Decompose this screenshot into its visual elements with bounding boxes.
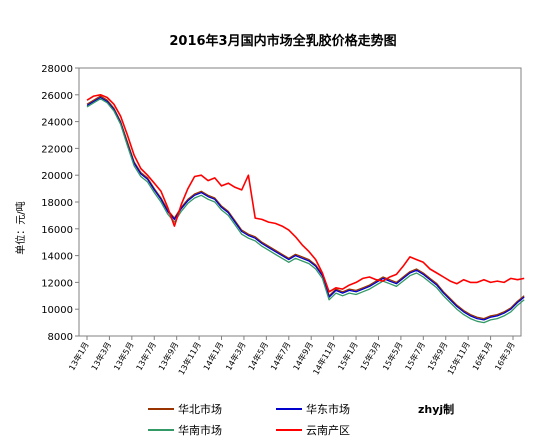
series-lines xyxy=(86,94,525,324)
x-tick-label: 16年3月 xyxy=(492,340,516,372)
x-tick-label: 13年7月 xyxy=(134,340,158,372)
y-tick-label: 16000 xyxy=(41,225,73,236)
legend-label-3: 云南产区 xyxy=(306,423,350,437)
credit-label: zhyj制 xyxy=(418,402,454,416)
x-tick-label: 13年1月 xyxy=(66,340,90,372)
y-tick-label: 22000 xyxy=(41,144,73,155)
series-line-3 xyxy=(86,94,525,293)
x-tick-label: 14年5月 xyxy=(246,340,270,372)
x-tick-label: 13年3月 xyxy=(89,340,113,372)
y-tick-label: 28000 xyxy=(41,64,73,75)
series-line-2 xyxy=(86,98,525,324)
x-tick-label: 15年3月 xyxy=(358,340,382,372)
chart-title: 2016年3月国内市场全乳胶价格走势图 xyxy=(169,33,396,49)
legend-label-2: 华南市场 xyxy=(178,423,222,437)
x-tick-label: 15年1月 xyxy=(335,340,359,372)
y-tick-label: 20000 xyxy=(41,171,73,182)
y-tick-label: 10000 xyxy=(41,305,73,316)
y-tick-label: 14000 xyxy=(41,252,73,263)
series-line-1 xyxy=(86,96,525,321)
y-tick-label: 18000 xyxy=(41,198,73,209)
y-axis-label: 单位：元/吨 xyxy=(14,201,27,254)
x-axis: 13年1月13年3月13年5月13年7月13年9月13年11月14年1月14年3… xyxy=(66,336,517,376)
x-tick-label: 14年9月 xyxy=(291,340,315,372)
x-tick-label: 14年7月 xyxy=(268,340,292,372)
y-tick-label: 26000 xyxy=(41,91,73,102)
y-tick-label: 8000 xyxy=(48,332,73,343)
y-tick-label: 12000 xyxy=(41,278,73,289)
plot-area-border xyxy=(78,67,522,337)
y-tick-label: 24000 xyxy=(41,118,73,129)
legend-label-0: 华北市场 xyxy=(178,402,222,416)
x-tick-label: 13年9月 xyxy=(156,340,180,372)
x-tick-label: 15年7月 xyxy=(403,340,427,372)
x-tick-label: 15年9月 xyxy=(425,340,449,372)
y-axis: 8000 10000 12000 14000 16000 18000 20000 22000 2… xyxy=(41,64,79,343)
x-tick-label: 14年3月 xyxy=(223,340,247,372)
x-tick-label: 15年5月 xyxy=(380,340,404,372)
legend-label-1: 华东市场 xyxy=(306,402,350,416)
x-tick-label: 14年1月 xyxy=(201,340,225,372)
series-line-0 xyxy=(86,95,525,320)
x-tick-label: 16年1月 xyxy=(470,340,494,372)
x-tick-label: 13年5月 xyxy=(111,340,135,372)
